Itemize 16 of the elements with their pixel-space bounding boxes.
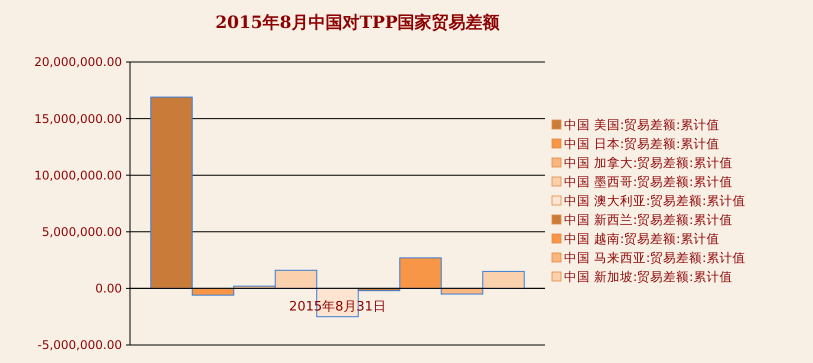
chart-title: 2015年8月中国对TPP国家贸易差额	[215, 13, 501, 33]
legend-label: 中国 新西兰:贸易差额:累计值	[564, 212, 732, 227]
y-tick-label: 10,000,000.00	[34, 168, 122, 182]
legend-label: 中国 马来西亚:贸易差额:累计值	[564, 250, 746, 265]
y-tick-label: 0.00	[95, 282, 122, 296]
legend-label: 中国 越南:贸易差额:累计值	[564, 231, 720, 246]
legend-label: 中国 日本:贸易差额:累计值	[564, 136, 720, 151]
y-tick-label: 5,000,000.00	[42, 225, 122, 239]
legend-label: 中国 加拿大:贸易差额:累计值	[564, 155, 732, 170]
legend-label: 中国 美国:贸易差额:累计值	[564, 117, 720, 132]
legend-label: 中国 澳大利亚:贸易差额:累计值	[564, 193, 746, 208]
y-tick-label: 15,000,000.00	[34, 112, 122, 126]
y-tick-label: -5,000,000.00	[38, 338, 122, 352]
legend-label: 中国 新加坡:贸易差额:累计值	[564, 269, 732, 284]
y-tick-label: 20,000,000.00	[34, 55, 122, 70]
legend-label: 中国 墨西哥:贸易差额:累计值	[564, 174, 732, 189]
